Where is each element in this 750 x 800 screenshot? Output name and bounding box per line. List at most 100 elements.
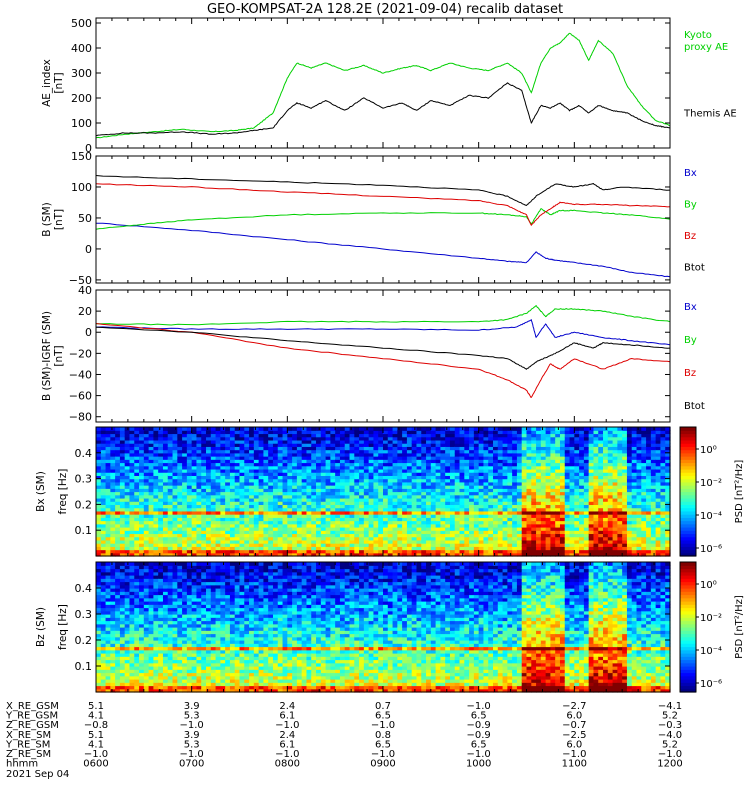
heatmap-cell bbox=[593, 449, 599, 454]
heatmap-cell bbox=[105, 449, 111, 454]
heatmap-cell bbox=[134, 446, 140, 451]
heatmap-cell bbox=[335, 552, 341, 557]
heatmap-cell bbox=[512, 533, 518, 538]
heatmap-cell bbox=[445, 488, 451, 493]
heatmap-cell bbox=[320, 526, 327, 531]
heatmap-cell bbox=[272, 439, 279, 444]
heatmap-cell bbox=[229, 494, 236, 499]
heatmap-cell bbox=[387, 430, 394, 435]
heatmap-cell bbox=[335, 475, 341, 480]
heatmap-cell bbox=[598, 533, 604, 538]
heatmap-cell bbox=[162, 543, 169, 547]
heatmap-cell bbox=[263, 443, 269, 447]
heatmap-cell bbox=[229, 465, 236, 470]
heatmap-cell bbox=[502, 443, 508, 447]
heatmap-cell bbox=[282, 549, 288, 554]
heatmap-cell bbox=[105, 439, 111, 444]
heatmap-cell bbox=[167, 539, 174, 544]
heatmap-cell bbox=[124, 536, 131, 541]
heatmap-cell bbox=[421, 514, 427, 518]
heatmap-cell bbox=[339, 449, 346, 454]
heatmap-cell bbox=[646, 491, 652, 496]
heatmap-cell bbox=[387, 436, 394, 441]
heatmap-cell bbox=[416, 475, 422, 480]
heatmap-cell bbox=[593, 514, 599, 518]
heatmap-cell bbox=[320, 433, 327, 438]
heatmap-cell bbox=[115, 485, 121, 489]
heatmap-cell bbox=[512, 536, 518, 541]
heatmap-cell bbox=[368, 488, 375, 493]
heatmap-cell bbox=[244, 430, 250, 435]
heatmap-cell bbox=[593, 439, 599, 444]
heatmap-cell bbox=[617, 552, 623, 557]
heatmap-cell bbox=[526, 456, 532, 460]
heatmap-cell bbox=[253, 536, 260, 541]
heatmap-cell bbox=[100, 430, 107, 435]
heatmap-cell bbox=[239, 501, 245, 506]
heatmap-cell bbox=[196, 485, 202, 489]
heatmap-cell bbox=[483, 488, 489, 493]
heatmap-cell bbox=[435, 449, 441, 454]
heatmap-cell bbox=[569, 543, 575, 547]
heatmap-cell bbox=[646, 514, 652, 518]
heatmap-cell bbox=[272, 430, 279, 435]
heatmap-cell bbox=[206, 465, 212, 470]
heatmap-cell bbox=[478, 507, 485, 512]
heatmap-cell bbox=[158, 481, 164, 486]
heatmap-cell bbox=[459, 494, 465, 499]
heatmap-cell bbox=[478, 459, 485, 464]
heatmap-cell bbox=[421, 539, 427, 544]
heatmap-cell bbox=[406, 491, 413, 496]
heatmap-cell bbox=[162, 427, 169, 431]
heatmap-cell bbox=[564, 452, 571, 457]
heatmap-cell bbox=[253, 497, 260, 502]
heatmap-cell bbox=[206, 510, 212, 515]
heatmap-cell bbox=[473, 449, 480, 454]
heatmap-cell bbox=[249, 485, 255, 489]
heatmap-cell bbox=[206, 462, 212, 467]
heatmap-cell bbox=[612, 485, 618, 489]
heatmap-cell bbox=[387, 497, 394, 502]
heatmap-cell bbox=[373, 443, 379, 447]
heatmap-cell bbox=[493, 549, 499, 554]
heatmap-cell bbox=[569, 427, 575, 431]
heatmap-cell bbox=[158, 439, 164, 444]
heatmap-cell bbox=[201, 456, 207, 460]
heatmap-cell bbox=[622, 539, 628, 544]
heatmap-cell bbox=[253, 543, 260, 547]
heatmap-cell bbox=[516, 533, 523, 538]
heatmap-cell bbox=[650, 523, 657, 528]
heatmap-cell bbox=[177, 475, 183, 480]
heatmap-cell bbox=[473, 501, 480, 506]
heatmap-cell bbox=[564, 494, 571, 499]
heatmap-cell bbox=[454, 472, 461, 476]
heatmap-cell bbox=[545, 459, 552, 464]
heatmap-cell bbox=[134, 552, 140, 557]
heatmap-cell bbox=[459, 462, 465, 467]
heatmap-cell bbox=[512, 446, 518, 451]
heatmap-cell bbox=[579, 543, 585, 547]
heatmap-cell bbox=[268, 462, 274, 467]
heatmap-cell bbox=[186, 478, 193, 483]
heatmap-cell bbox=[531, 514, 537, 518]
heatmap-cell bbox=[296, 468, 303, 473]
heatmap-cell bbox=[287, 520, 293, 525]
heatmap-cell bbox=[363, 536, 370, 541]
heatmap-cell bbox=[186, 481, 193, 486]
heatmap-cell bbox=[167, 552, 174, 557]
heatmap-cell bbox=[167, 452, 174, 457]
heatmap-cell bbox=[225, 543, 231, 547]
heatmap-cell bbox=[641, 504, 647, 509]
heatmap-cell bbox=[454, 433, 461, 438]
heatmap-cell bbox=[143, 526, 150, 531]
heatmap-cell bbox=[296, 465, 303, 470]
heatmap-cell bbox=[397, 478, 403, 483]
heatmap-cell bbox=[636, 488, 642, 493]
heatmap-cell bbox=[426, 452, 432, 457]
heatmap-cell bbox=[378, 507, 384, 512]
heatmap-cell bbox=[531, 520, 537, 525]
heatmap-cell bbox=[162, 507, 169, 512]
heatmap-cell bbox=[583, 481, 590, 486]
heatmap-cell bbox=[316, 491, 322, 496]
heatmap-cell bbox=[402, 439, 408, 444]
